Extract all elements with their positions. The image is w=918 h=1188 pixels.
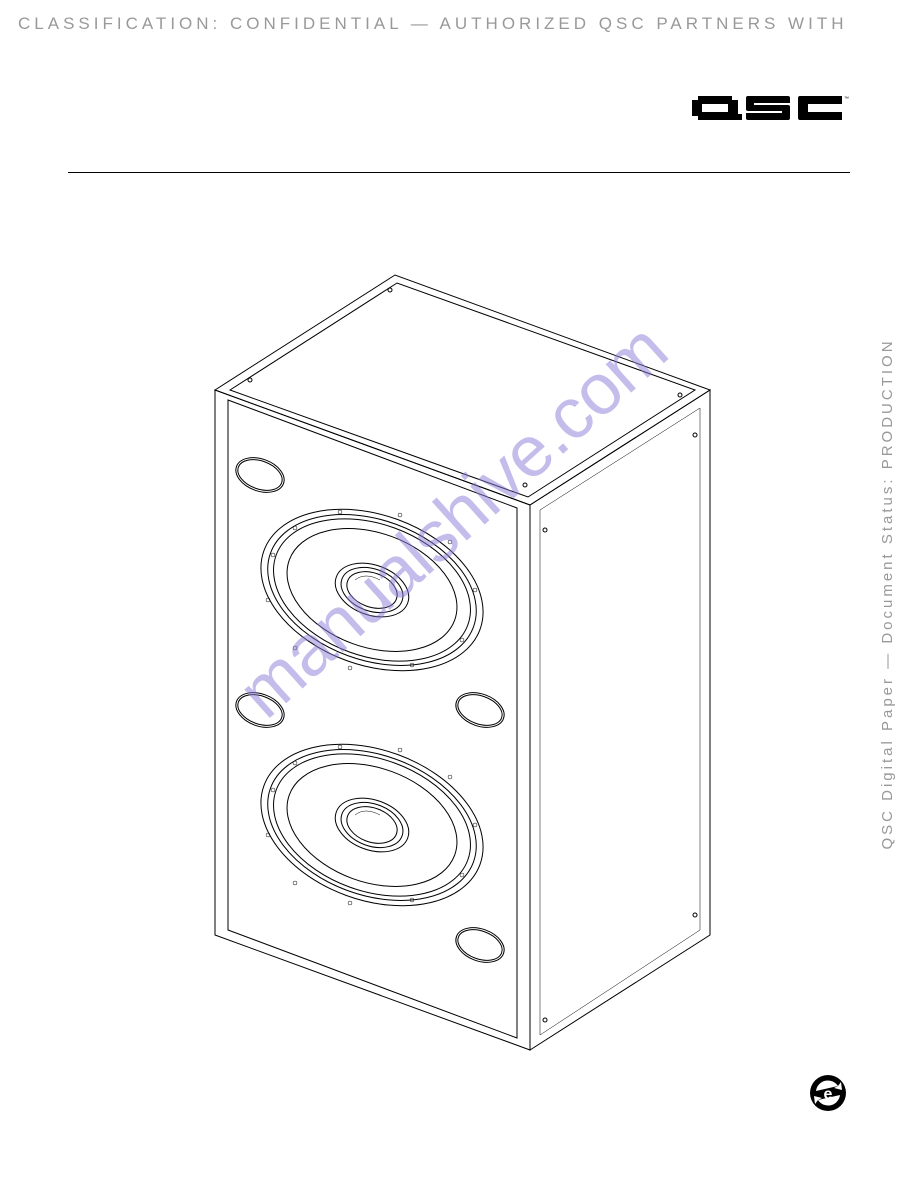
svg-text:™: ™ (844, 96, 849, 102)
recycle-e-icon: e (808, 1073, 848, 1118)
qsc-logo: ™ (690, 90, 850, 131)
speaker-cabinet-diagram (180, 260, 740, 1070)
svg-text:e: e (824, 1086, 833, 1103)
header-divider (68, 172, 850, 173)
document-status-side: QSC Digital Paper — Document Status: PRO… (879, 338, 896, 849)
classification-header: CLASSIFICATION: CONFIDENTIAL — AUTHORIZE… (18, 14, 847, 34)
